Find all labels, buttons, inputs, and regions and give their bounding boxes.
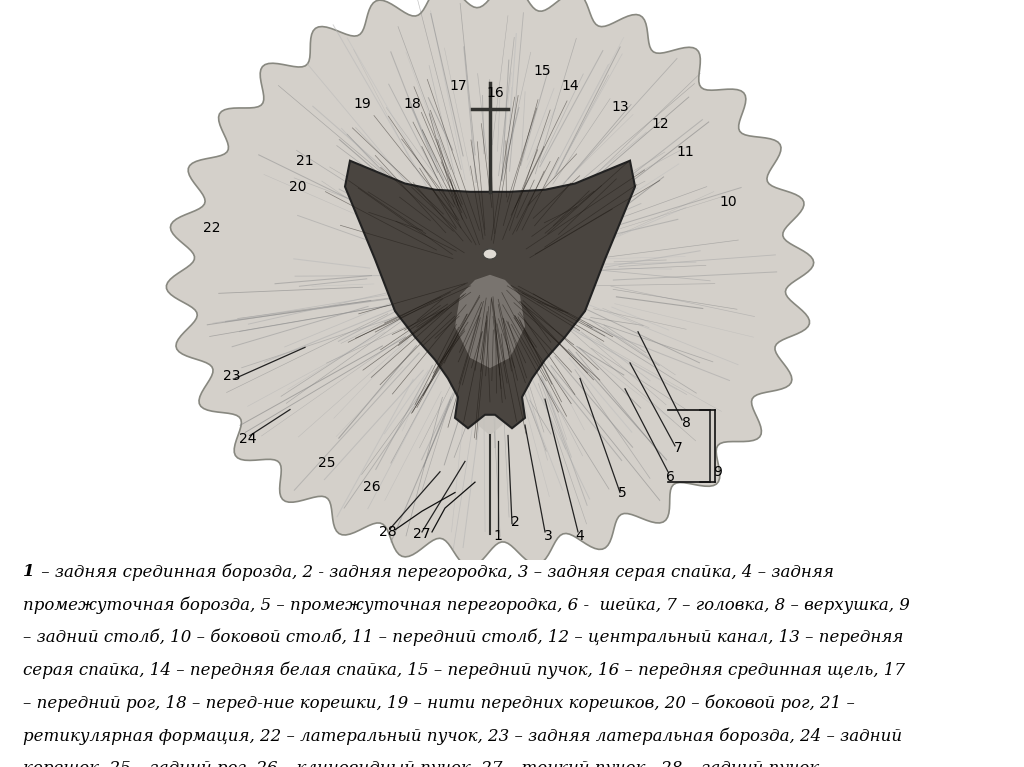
Text: серая спайка, 14 – передняя белая спайка, 15 – передний пучок, 16 – передняя сре: серая спайка, 14 – передняя белая спайка… — [23, 662, 904, 680]
Text: 13: 13 — [611, 100, 629, 114]
Text: 9: 9 — [714, 465, 723, 479]
Text: 14: 14 — [561, 79, 579, 93]
Text: 1: 1 — [494, 529, 503, 543]
Text: 4: 4 — [575, 529, 585, 543]
Text: 15: 15 — [534, 64, 551, 77]
Text: 25: 25 — [318, 456, 336, 470]
Text: 16: 16 — [486, 87, 504, 100]
Text: 12: 12 — [651, 117, 669, 131]
Ellipse shape — [483, 249, 497, 259]
Text: 7: 7 — [674, 441, 682, 455]
Polygon shape — [167, 0, 814, 567]
Text: 19: 19 — [353, 97, 371, 110]
Text: 11: 11 — [676, 146, 694, 160]
Text: – задняя срединная борозда, 2 - задняя перегородка, 3 – задняя серая спайка, 4 –: – задняя срединная борозда, 2 - задняя п… — [36, 563, 834, 581]
Text: 21: 21 — [296, 153, 313, 168]
Text: 3: 3 — [544, 529, 552, 543]
Text: 26: 26 — [364, 480, 381, 494]
Text: 20: 20 — [289, 179, 307, 193]
Text: корешок, 25 – задний рог, 26 – клиновидный пучок, 27 – тонкий пучок,  28 – задни: корешок, 25 – задний рог, 26 – клиновидн… — [23, 760, 824, 767]
Text: 6: 6 — [666, 470, 675, 484]
Text: 24: 24 — [240, 432, 257, 446]
Text: 5: 5 — [617, 486, 627, 499]
Polygon shape — [345, 161, 635, 428]
Text: промежуточная борозда, 5 – промежуточная перегородка, 6 -  шейка, 7 – головка, 8: промежуточная борозда, 5 – промежуточная… — [23, 596, 909, 614]
Text: ретикулярная формация, 22 – латеральный пучок, 23 – задняя латеральная борозда, : ретикулярная формация, 22 – латеральный … — [23, 727, 902, 745]
Text: 1: 1 — [23, 563, 34, 581]
Text: 10: 10 — [719, 195, 737, 209]
Text: 28: 28 — [379, 525, 397, 539]
Text: 18: 18 — [403, 97, 421, 110]
Text: 23: 23 — [223, 370, 241, 384]
Text: 17: 17 — [450, 79, 467, 93]
Text: – задний столб, 10 – боковой столб, 11 – передний столб, 12 – центральный канал,: – задний столб, 10 – боковой столб, 11 –… — [23, 629, 903, 647]
Text: 27: 27 — [414, 527, 431, 541]
Text: 8: 8 — [682, 416, 690, 430]
Polygon shape — [450, 327, 530, 436]
Text: 2: 2 — [511, 515, 519, 528]
Polygon shape — [455, 275, 525, 368]
Text: 22: 22 — [203, 221, 221, 235]
Text: – передний рог, 18 – перед-ние корешки, 19 – нити передних корешков, 20 – боково: – передний рог, 18 – перед-ние корешки, … — [23, 695, 854, 712]
